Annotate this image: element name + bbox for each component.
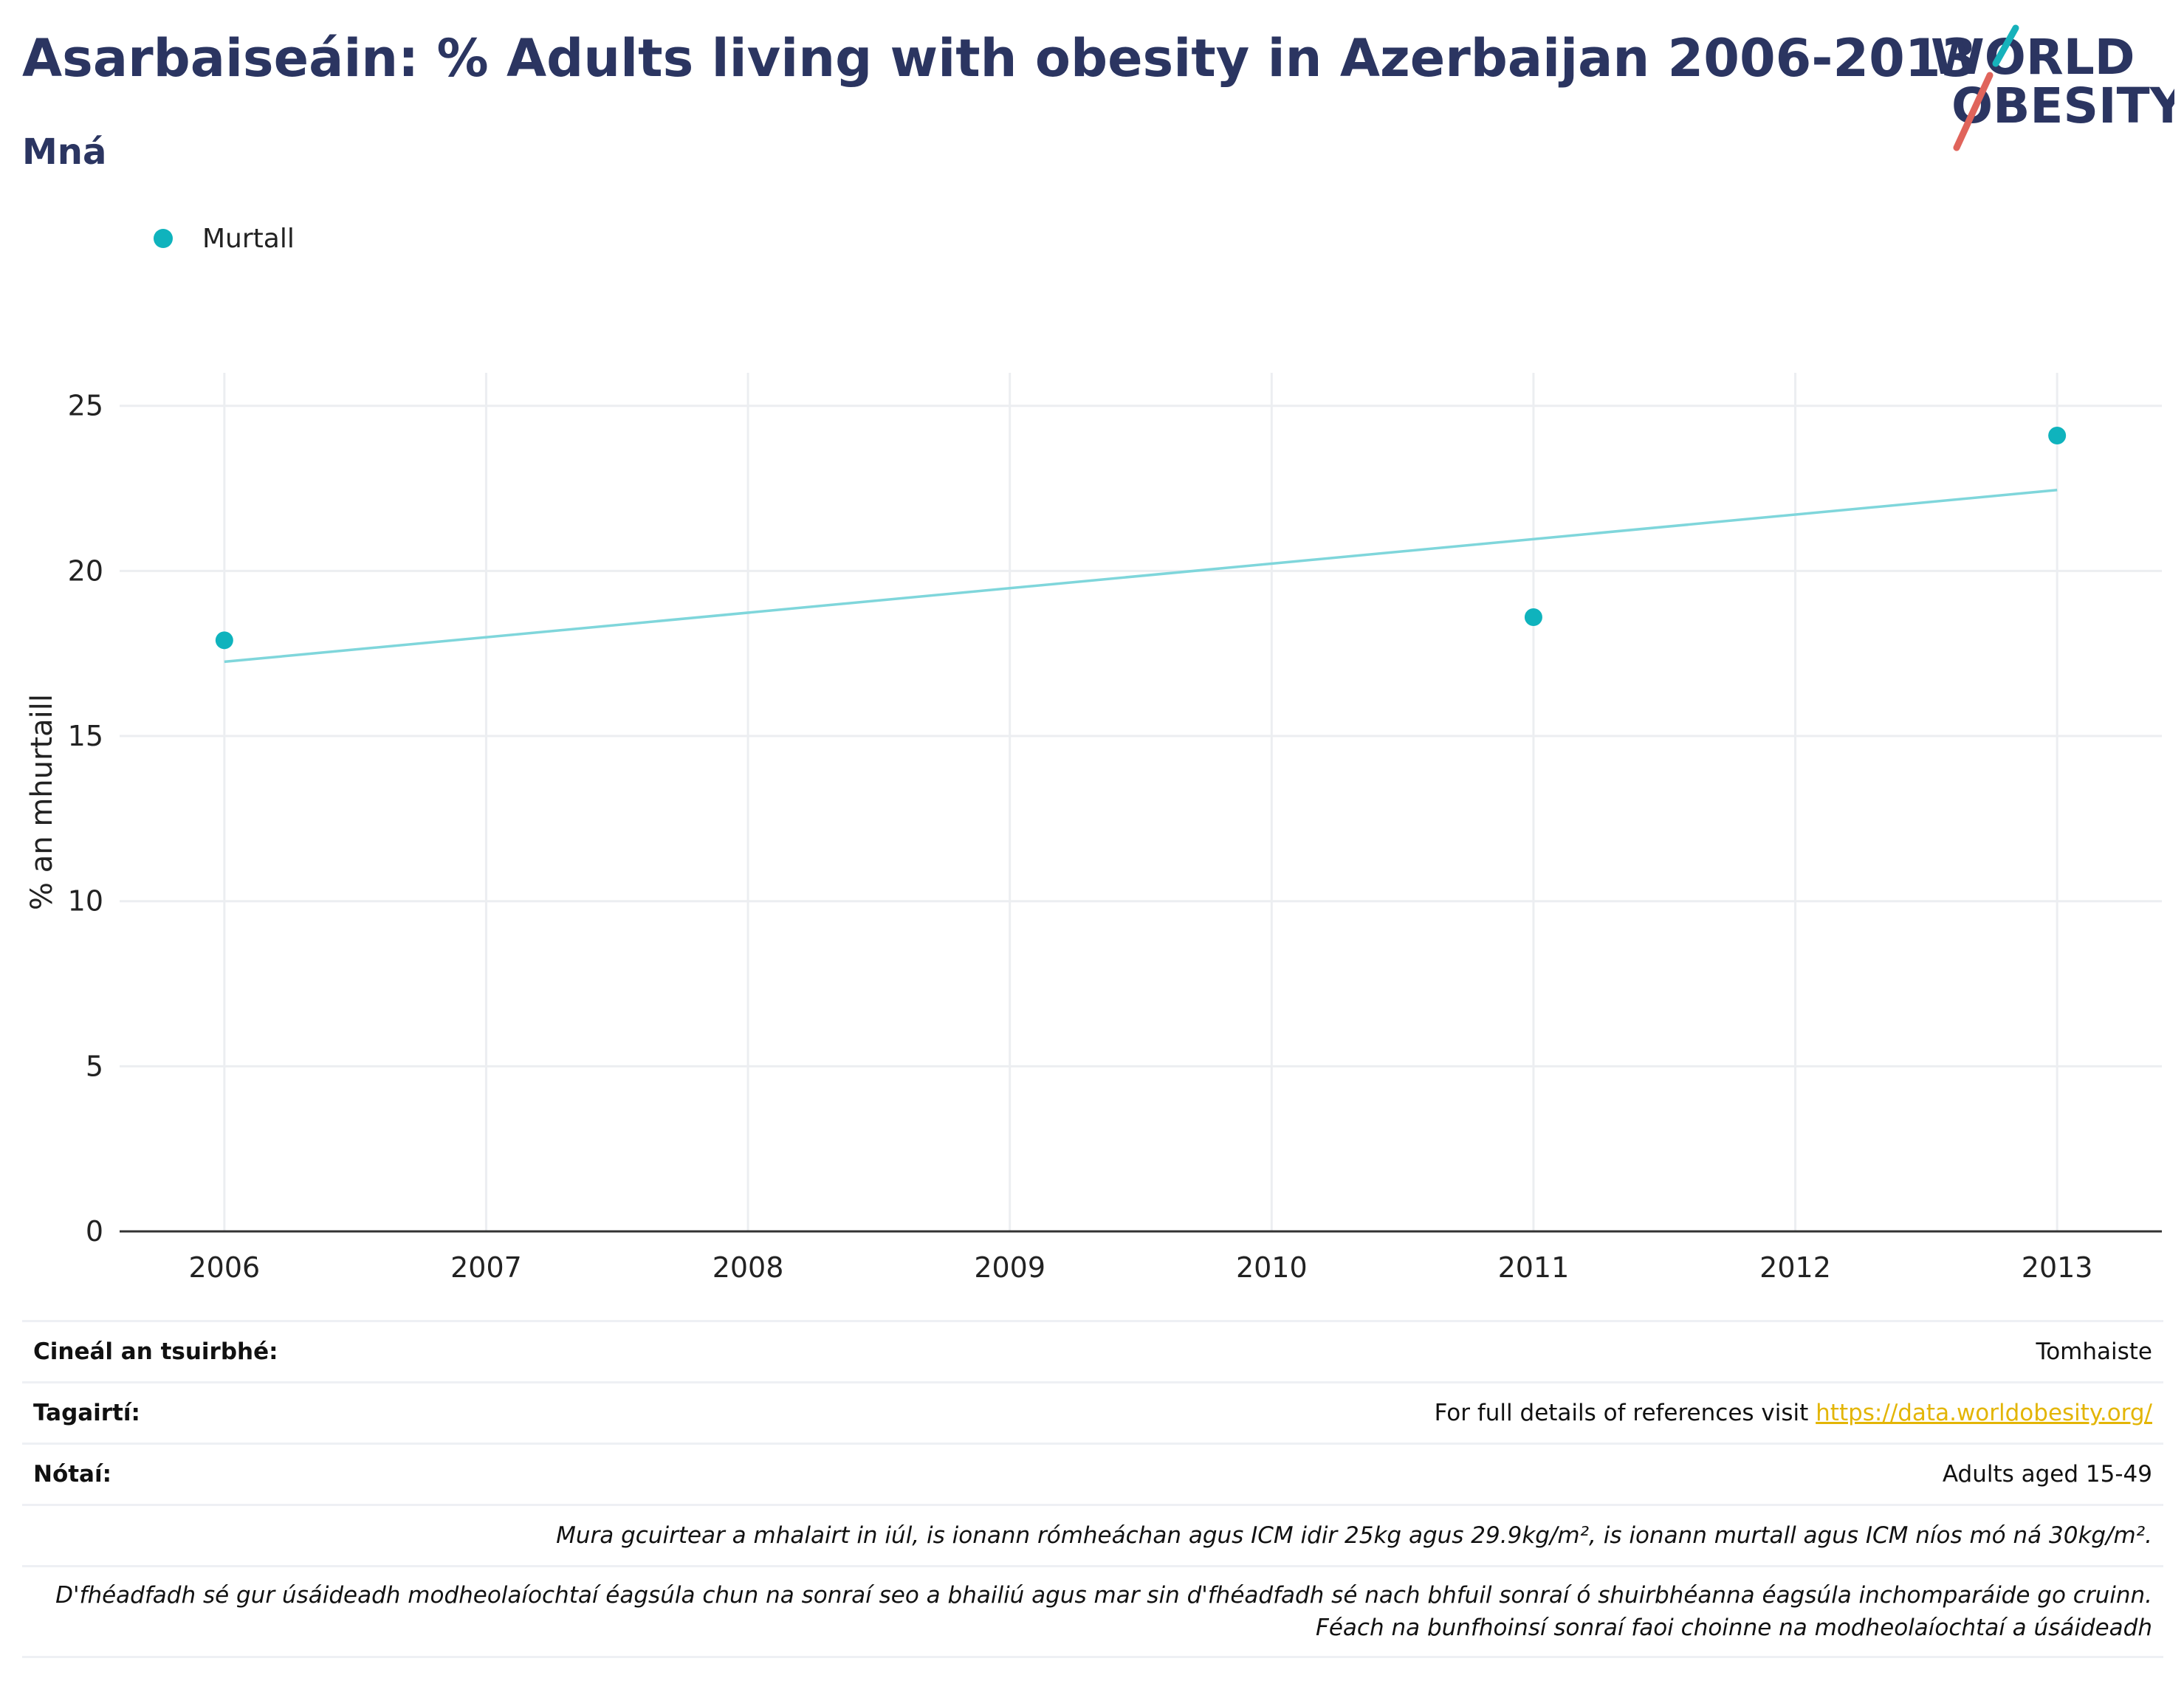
x-tick-label: 2013 [2022,1251,2093,1284]
notes-label: Nótaí: [33,1461,112,1488]
bmi-note: Mura gcuirtear a mhalairt in iúl, is ion… [556,1522,2152,1549]
references-label: Tagairtí: [33,1400,140,1426]
logo-slash-red [1953,72,1994,151]
references-text: For full details of references visit [1434,1400,1816,1426]
y-axis-title: % an mhurtaill [25,694,59,910]
logo-slash-teal [1992,24,2019,67]
data-point [1524,608,1542,627]
x-tick-label: 2008 [712,1251,784,1284]
logo-line-2: OBESITY [1951,78,2174,134]
references-row: Tagairtí: For full details of references… [22,1381,2163,1443]
legend-marker [154,229,173,248]
logo-line-1: WORLD [1931,29,2135,86]
y-tick-label: 25 [68,390,103,422]
chart-subtitle: Mná [22,131,107,173]
methodology-note-row: D'fhéadfadh sé gur úsáideadh modheolaíoc… [22,1565,2163,1658]
references-link[interactable]: https://data.worldobesity.org/ [1816,1400,2152,1426]
notes-value: Adults aged 15-49 [1942,1461,2152,1488]
survey-type-label: Cineál an tsuirbhé: [33,1338,278,1365]
x-tick-label: 2006 [188,1251,260,1284]
trend-line [224,489,2058,664]
references-value: For full details of references visit htt… [1435,1400,2152,1426]
chart-title: Asarbaiseáin: % Adults living with obesi… [22,28,1977,89]
y-tick-label: 20 [68,554,103,587]
x-tick-label: 2012 [1759,1251,1831,1284]
y-tick-label: 0 [86,1215,103,1248]
y-tick-label: 5 [86,1050,103,1082]
notes-row: Nótaí: Adults aged 15-49 [22,1443,2163,1504]
x-tick-label: 2010 [1236,1251,1308,1284]
methodology-note-line-1: D'fhéadfadh sé gur úsáideadh modheolaíoc… [55,1582,2152,1609]
x-tick-label: 2007 [450,1251,522,1284]
info-table: Cineál an tsuirbhé: Tomhaiste Tagairtí: … [22,1320,2163,1658]
survey-type-row: Cineál an tsuirbhé: Tomhaiste [22,1320,2163,1381]
chart-legend[interactable]: Murtall [154,220,295,257]
survey-type-value: Tomhaiste [2036,1338,2152,1365]
y-tick-label: 10 [68,885,103,918]
data-point [2048,426,2067,444]
x-tick-label: 2009 [974,1251,1045,1284]
bmi-note-row: Mura gcuirtear a mhalairt in iúl, is ion… [22,1504,2163,1565]
legend-label-murtall: Murtall [202,223,295,254]
methodology-note-line-2: Féach na bunfhoinsí sonraí faoi choinne … [1316,1615,2152,1641]
data-point [215,631,233,650]
x-tick-label: 2011 [1498,1251,1570,1284]
scatter-chart: 2006 2007 2008 2009 2010 2011 2012 2013 0 5 10 15 20… [25,373,2162,1284]
y-tick-label: 15 [68,720,103,752]
world-obesity-logo: WORLD OBESITY [1931,24,2174,151]
